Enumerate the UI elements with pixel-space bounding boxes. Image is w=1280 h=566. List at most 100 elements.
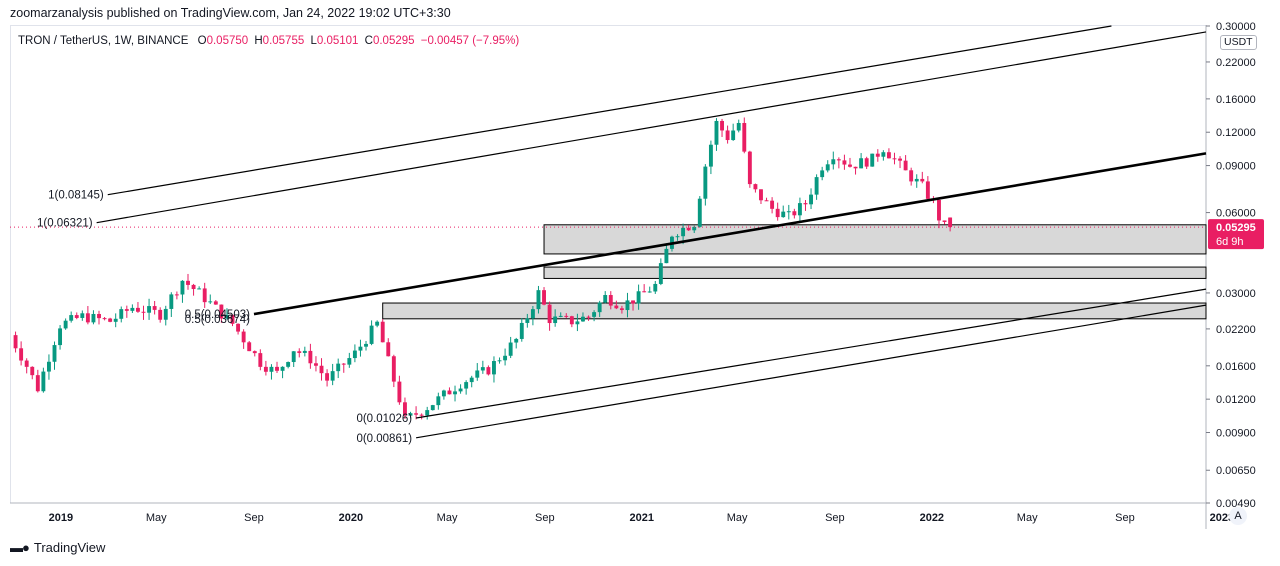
candle-body-up: [497, 360, 502, 362]
candle-body-down: [747, 151, 752, 185]
candle-body-up: [809, 194, 813, 205]
candle-body-up: [658, 263, 663, 284]
time-tick-label: May: [146, 512, 167, 524]
fib-level-label: 0.5(0.04503): [185, 309, 250, 321]
candle-body-down: [848, 164, 852, 167]
candle-body-up: [581, 316, 585, 322]
candle-body-down: [619, 308, 624, 311]
candle-body-down: [753, 184, 758, 190]
candles: [13, 117, 953, 420]
candle-body-down: [792, 211, 797, 216]
auto-scale-button[interactable]: A: [1229, 507, 1247, 525]
candle-body-up: [163, 308, 168, 320]
candle-body-up: [575, 321, 580, 325]
price-tick-label: 0.00490: [1216, 498, 1256, 510]
currency-unit-button[interactable]: USDT: [1220, 35, 1257, 50]
candle-body-down: [586, 316, 591, 318]
candle-body-down: [447, 390, 452, 395]
price-tick-label: 0.00900: [1216, 428, 1256, 440]
candle-body-down: [770, 200, 775, 209]
candle-body-up: [514, 338, 519, 343]
candle-body-down: [909, 170, 914, 182]
footer-branding: ▬● TradingView: [10, 540, 105, 555]
support-zone: [543, 224, 1207, 255]
time-tick-label: Sep: [535, 512, 555, 524]
candle-body-up: [46, 361, 51, 372]
candle-body-down: [864, 158, 869, 167]
candle-body-up: [870, 153, 875, 167]
price-tick-label: 0.00650: [1216, 465, 1256, 477]
candle-body-up: [480, 367, 485, 371]
time-axis: 2019 May Sep 2020 May Sep 2021 May Sep 2022 May Sep…: [49, 512, 1235, 524]
candle-body-down: [319, 365, 324, 374]
candle-body-up: [703, 166, 708, 199]
candle-body-down: [403, 402, 407, 416]
bar-countdown: 6d 9h: [1216, 236, 1244, 248]
candle-body-down: [608, 295, 613, 306]
candle-body-up: [453, 391, 457, 395]
candle-body-up: [881, 152, 886, 157]
candle-body-down: [942, 220, 947, 222]
candle-body-up: [69, 315, 74, 321]
candle-body-down: [202, 288, 207, 303]
candle-body-up: [475, 370, 480, 378]
price-axis: 0.30000 0.22000 0.16000 0.12000 0.09000 0.060…: [1206, 21, 1264, 510]
candle-body-down: [948, 217, 953, 228]
brand-name: TradingView: [33, 540, 106, 555]
candle-body-up: [225, 314, 229, 319]
candle-body-up: [63, 320, 68, 329]
candle-body-down: [219, 304, 224, 319]
candle-body-down: [803, 203, 808, 205]
candle-body-down: [836, 159, 841, 161]
close-value: 0.05295: [372, 35, 415, 47]
candle-body-down: [486, 367, 491, 375]
chart-pane[interactable]: [10, 25, 1206, 503]
channel-line: [107, 25, 1112, 196]
candle-body-up: [825, 164, 830, 171]
fib-level-label: 0(0.01026): [356, 413, 412, 425]
candle-body-down: [213, 301, 218, 305]
candle-body-up: [503, 355, 508, 361]
candle-body-up: [269, 366, 274, 372]
time-tick-label: Sep: [825, 512, 845, 524]
time-tick-label: 2021: [630, 512, 654, 524]
candle-body-down: [775, 208, 780, 218]
last-price-value: 0.05295: [1216, 222, 1256, 234]
candle-body-down: [569, 316, 574, 325]
low-value: 0.05101: [316, 35, 359, 47]
candle-body-down: [631, 300, 635, 304]
candle-body-up: [553, 316, 558, 324]
candle-body-up: [464, 382, 469, 389]
candle-body-down: [275, 366, 279, 371]
candle-body-down: [241, 331, 246, 343]
candle-body-down: [325, 373, 330, 381]
time-tick-label: 2022: [920, 512, 944, 524]
candle-body-down: [258, 353, 263, 367]
candle-body-down: [742, 122, 747, 152]
candle-body-down: [542, 290, 546, 305]
candle-body-down: [898, 158, 902, 161]
candle-body-up: [469, 377, 474, 383]
candle-body-down: [141, 311, 146, 313]
line-labels: 1(0.08145) 1(0.06321) 0.5(0.04503)0.5(0.03…: [37, 190, 412, 445]
candle-body-down: [30, 366, 35, 376]
close-label: C: [364, 35, 373, 47]
price-tick-label: 0.06000: [1216, 208, 1256, 220]
candle-body-up: [914, 178, 919, 182]
fib-level-label: 0(0.00861): [356, 433, 412, 445]
candle-body-up: [692, 226, 697, 231]
candle-body-up: [347, 358, 352, 365]
candle-body-up: [286, 362, 291, 367]
candle-body-up: [708, 144, 713, 167]
candle-body-down: [19, 348, 24, 361]
candle-body-down: [252, 351, 257, 354]
candle-body-down: [341, 363, 346, 365]
high-label: H: [254, 35, 263, 47]
candle-body-down: [419, 414, 424, 416]
symbol-name[interactable]: TRON / TetherUS, 1W, BINANCE: [18, 35, 189, 47]
price-tick-label: 0.03000: [1216, 288, 1256, 300]
support-zone: [543, 266, 1207, 279]
candle-body-up: [336, 363, 341, 372]
candle-body-down: [24, 360, 29, 367]
